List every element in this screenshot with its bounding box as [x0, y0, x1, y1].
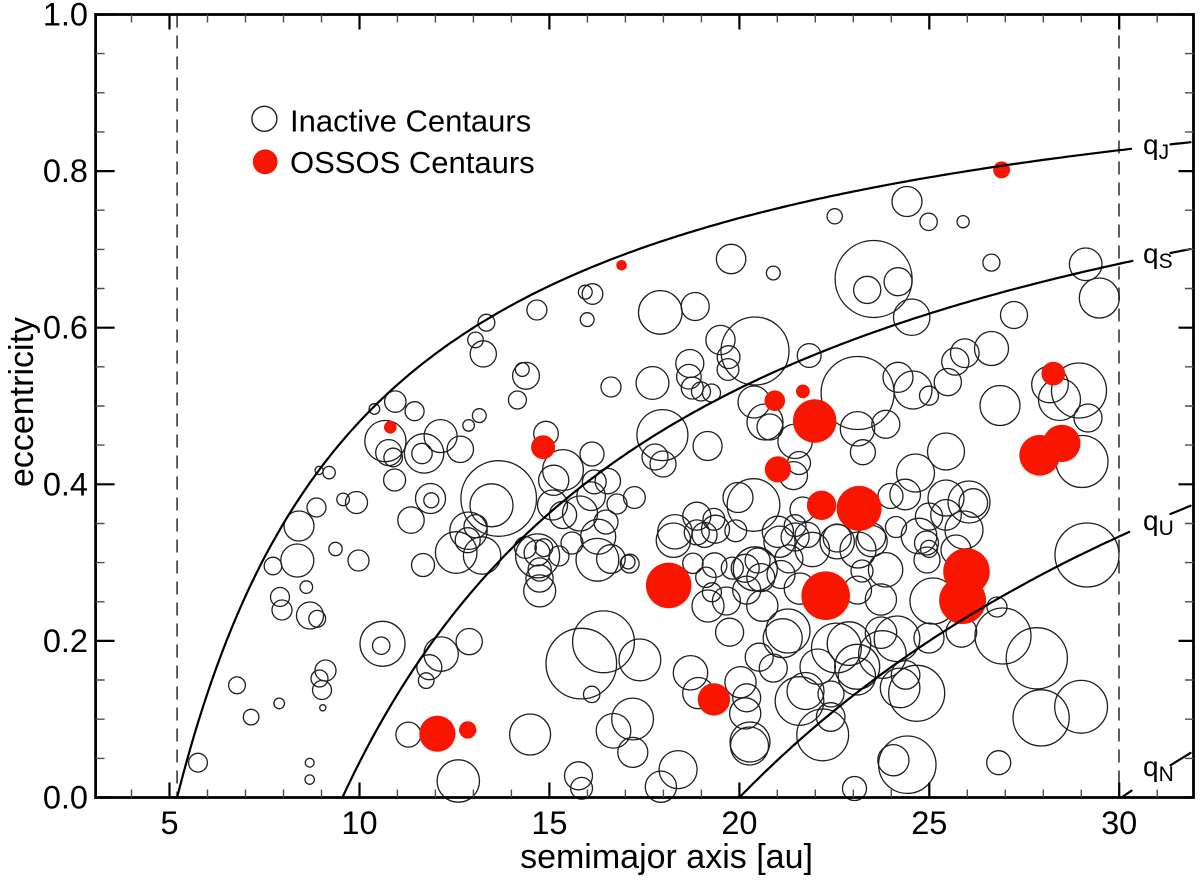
svg-text:0.0: 0.0 — [43, 780, 88, 816]
svg-text:15: 15 — [531, 805, 567, 841]
svg-text:1.0: 1.0 — [43, 0, 88, 33]
svg-text:OSSOS Centaurs: OSSOS Centaurs — [290, 145, 535, 180]
svg-text:0.6: 0.6 — [43, 310, 88, 346]
svg-text:30: 30 — [1101, 805, 1137, 841]
svg-text:Inactive Centaurs: Inactive Centaurs — [290, 104, 531, 139]
svg-text:20: 20 — [721, 805, 757, 841]
svg-text:0.4: 0.4 — [43, 466, 88, 502]
svg-text:25: 25 — [911, 805, 947, 841]
svg-text:0.2: 0.2 — [43, 623, 88, 659]
svg-text:10: 10 — [341, 805, 377, 841]
svg-text:eccentricity: eccentricity — [3, 317, 41, 487]
svg-text:5: 5 — [160, 805, 178, 841]
svg-text:semimajor axis [au]: semimajor axis [au] — [520, 838, 813, 876]
svg-text:0.8: 0.8 — [43, 153, 88, 189]
